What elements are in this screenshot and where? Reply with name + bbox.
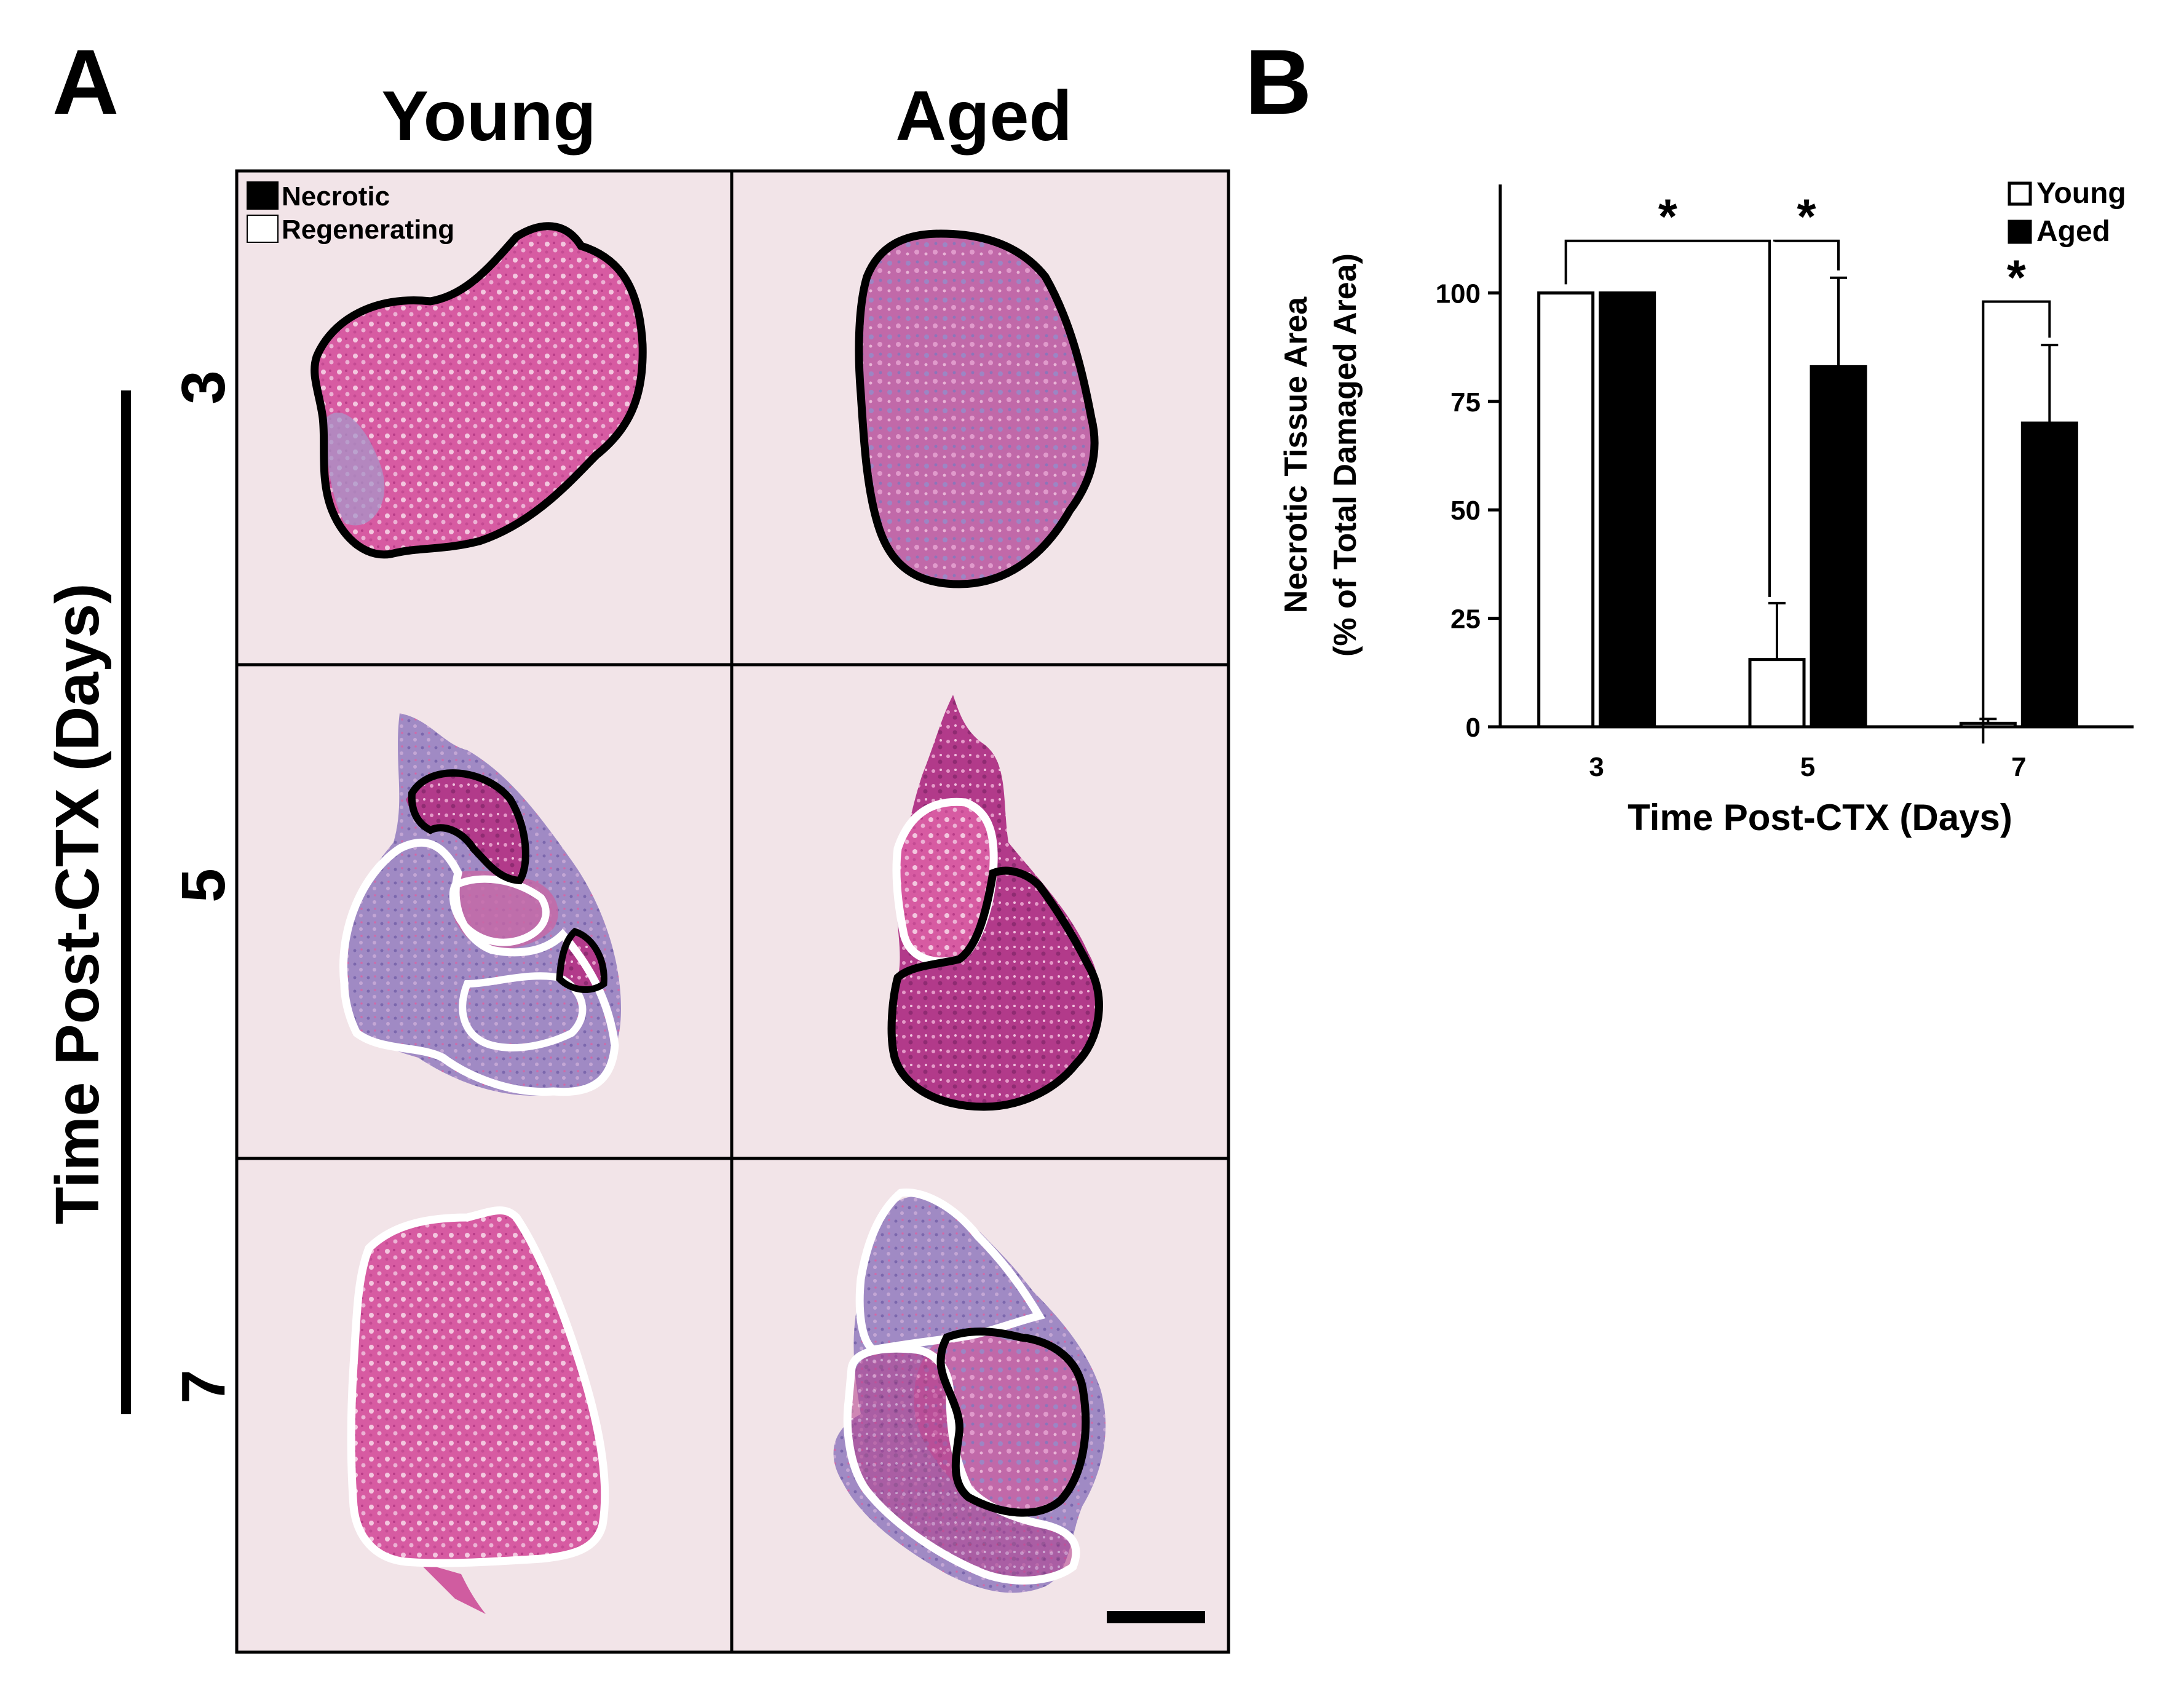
y-tick-label: 0: [1466, 713, 1481, 743]
legend-swatch-necrotic: [247, 181, 279, 210]
legend-label-regenerating: Regenerating: [282, 215, 454, 245]
row-label-day3: 3: [169, 370, 238, 405]
bar-young-day5: [1748, 658, 1806, 729]
bar-aged-day3: [1599, 291, 1656, 729]
significance-bracket-young-d3-d5: [1564, 239, 1771, 597]
image-young-day7: [237, 1158, 732, 1652]
legend-label-aged: Aged: [2036, 215, 2110, 248]
necrotic-outline: [408, 769, 529, 885]
significance-bracket-d7-star: *: [2007, 250, 2027, 305]
bar-young-day3: [1537, 291, 1595, 729]
necrotic-outline: [936, 1328, 1090, 1517]
tissue-aged-day5: [890, 695, 1100, 1107]
panel-b-letter: B: [1245, 30, 1312, 133]
y-tick-label: 75: [1450, 387, 1481, 418]
significance-bracket-d5: [1773, 239, 1840, 271]
legend-label-necrotic: Necrotic: [282, 181, 390, 212]
regenerating-outline: [449, 875, 550, 946]
row-label-day5: 5: [169, 868, 238, 903]
significance-bracket-d5-star: *: [1797, 189, 1816, 244]
column-header-aged: Aged: [895, 77, 1072, 156]
row-label-day7: 7: [169, 1369, 238, 1404]
tissue-young-day3: [314, 226, 643, 555]
x-tick-label: 3: [1589, 752, 1604, 782]
regenerating-outline: [347, 1206, 609, 1567]
significance-star: *: [1658, 189, 1678, 244]
time-axis-label: Time Post-CTX (Days): [43, 584, 112, 1225]
necrotic-outline: [855, 229, 1099, 588]
y-tick-label: 25: [1450, 604, 1481, 635]
legend-swatch-regenerating: [247, 215, 279, 243]
legend-swatch-aged: [2008, 220, 2032, 244]
tissue-aged-day3: [859, 234, 1095, 584]
image-aged-day5: [732, 665, 1228, 1158]
column-header-young: Young: [381, 77, 596, 156]
bar-aged-day5: [1810, 365, 1867, 729]
regenerating-outline: [339, 838, 619, 1096]
regenerating-outline: [459, 972, 587, 1051]
x-axis-label: Time Post-CTX (Days): [1628, 797, 2012, 838]
necrotic-outline: [311, 222, 647, 559]
image-aged-day3: [732, 171, 1228, 665]
y-tick-label: 100: [1436, 279, 1481, 309]
legend-panel-a: Necrotic Regenerating: [247, 181, 454, 245]
x-tick-label: 7: [2011, 752, 2026, 782]
legend-label-young: Young: [2036, 177, 2126, 210]
bar-young-day7: [1959, 721, 2017, 729]
image-young-day5: [237, 665, 732, 1158]
necrotic-outline: [887, 866, 1103, 1111]
y-axis-label-line2: (% of Total Damaged Area): [1327, 253, 1363, 657]
significance-bracket-d7: [1982, 300, 2051, 744]
necrotic-outline: [556, 927, 607, 993]
x-tick-label: 5: [1800, 752, 1815, 782]
image-aged-day7: [732, 1158, 1228, 1652]
image-young-day3: [237, 171, 732, 665]
scale-bar: [1107, 1611, 1205, 1623]
image-grid: [235, 169, 1230, 1654]
bar-aged-day7: [2020, 421, 2078, 729]
legend-swatch-young: [2008, 181, 2032, 206]
y-tick-label: 50: [1450, 496, 1481, 526]
panel-a-letter: A: [52, 30, 119, 133]
tissue-young-day7: [351, 1210, 605, 1564]
y-axis-label-line1: Necrotic Tissue Area: [1278, 296, 1314, 614]
